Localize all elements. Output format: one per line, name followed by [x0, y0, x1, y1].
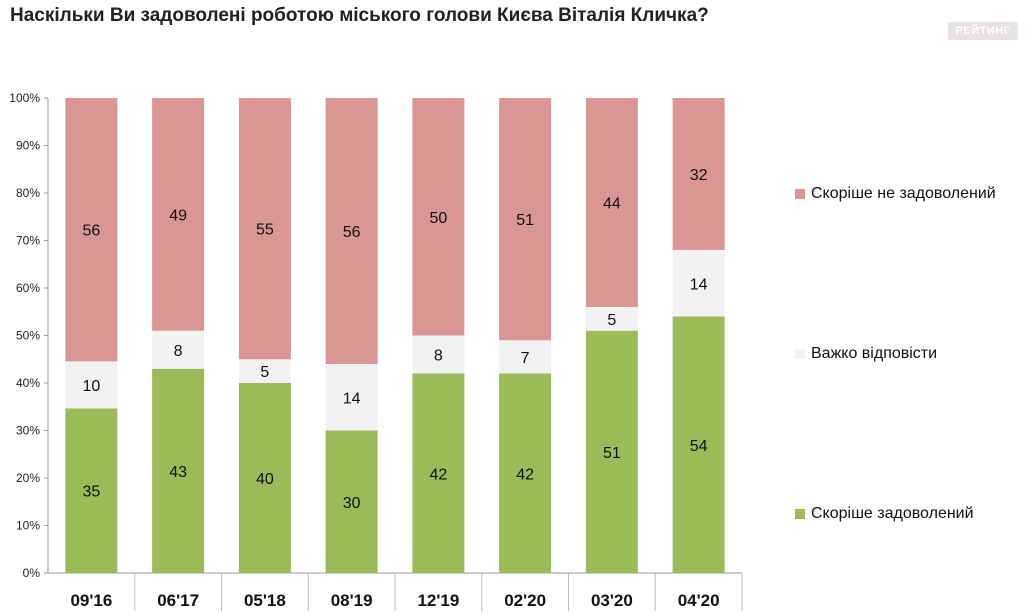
bar-segment — [412, 98, 465, 336]
bar-segment — [152, 98, 205, 331]
bar-segment — [65, 408, 118, 573]
y-tick-label: 90% — [16, 139, 40, 153]
data-label: 8 — [174, 343, 183, 360]
y-tick-label: 20% — [16, 471, 40, 485]
data-label: 56 — [82, 223, 100, 240]
data-label: 42 — [429, 466, 447, 483]
bar-segment — [325, 364, 378, 431]
legend-swatch-satisfied — [795, 509, 805, 519]
y-tick-label: 70% — [16, 234, 40, 248]
x-tick-label: 09'16 — [70, 591, 112, 610]
data-label: 51 — [516, 212, 534, 229]
data-label: 5 — [260, 364, 269, 381]
data-label: 43 — [169, 464, 187, 481]
y-tick-label: 40% — [16, 376, 40, 390]
data-label: 50 — [429, 210, 447, 227]
x-tick-label: 02'20 — [504, 591, 546, 610]
data-label: 56 — [343, 224, 361, 241]
legend-label-hard-to-say: Важко відповісти — [811, 345, 938, 362]
y-tick-label: 60% — [16, 281, 40, 295]
bar-segment — [152, 330, 205, 369]
data-label: 10 — [82, 378, 100, 395]
y-tick-label: 0% — [23, 566, 41, 580]
bar-segment — [499, 373, 552, 573]
bar-segment — [238, 98, 291, 360]
y-tick-label: 10% — [16, 519, 40, 533]
bar-segment — [65, 361, 118, 409]
data-label: 44 — [603, 196, 621, 213]
bar-segment — [65, 98, 118, 362]
data-label: 35 — [82, 484, 100, 501]
x-tick-label: 12'19 — [417, 591, 459, 610]
bar-segment — [672, 250, 725, 317]
bar-segment — [412, 335, 465, 374]
bar-segment — [238, 359, 291, 383]
data-label: 14 — [343, 390, 361, 407]
legend-item-satisfied: Скоріше задоволений — [795, 505, 974, 523]
bar-segment — [238, 383, 291, 573]
legend-label-satisfied: Скоріше задоволений — [811, 505, 974, 522]
x-tick-label: 08'19 — [331, 591, 373, 610]
data-label: 7 — [521, 350, 530, 367]
data-label: 14 — [690, 276, 708, 293]
bar-segment — [585, 330, 638, 573]
y-tick-label: 50% — [16, 329, 40, 343]
data-label: 32 — [690, 167, 708, 184]
legend-item-not-satisfied: Скоріше не задоволений — [795, 185, 996, 203]
legend-swatch-not-satisfied — [795, 189, 805, 199]
legend-item-hard-to-say: Важко відповісти — [795, 345, 937, 363]
data-label: 5 — [607, 312, 616, 329]
y-tick-label: 100% — [9, 91, 40, 105]
bar-segment — [412, 373, 465, 573]
data-label: 30 — [343, 495, 361, 512]
chart-title: Наскільки Ви задоволені роботою міського… — [10, 5, 709, 26]
bar-segment — [672, 316, 725, 573]
y-tick-label: 30% — [16, 424, 40, 438]
brand-logo: РЕЙТИНГ — [948, 22, 1018, 40]
data-label: 51 — [603, 445, 621, 462]
bar-segment — [585, 98, 638, 307]
x-tick-label: 05'18 — [244, 591, 286, 610]
bar-segment — [325, 430, 378, 573]
bar-segment — [152, 368, 205, 573]
x-tick-label: 06'17 — [157, 591, 199, 610]
data-label: 40 — [256, 471, 274, 488]
bar-segment — [325, 98, 378, 364]
bar-segment — [499, 340, 552, 374]
bar-segment — [585, 307, 638, 331]
data-label: 55 — [256, 222, 274, 239]
data-label: 8 — [434, 348, 443, 365]
x-tick-label: 03'20 — [591, 591, 633, 610]
bar-segment — [672, 98, 725, 250]
data-label: 54 — [690, 438, 708, 455]
data-label: 42 — [516, 466, 534, 483]
legend-label-not-satisfied: Скоріше не задоволений — [811, 185, 996, 202]
data-label: 49 — [169, 207, 187, 224]
bar-segment — [499, 98, 552, 341]
legend-swatch-hard-to-say — [795, 349, 805, 359]
x-tick-label: 04'20 — [678, 591, 720, 610]
y-tick-label: 80% — [16, 186, 40, 200]
